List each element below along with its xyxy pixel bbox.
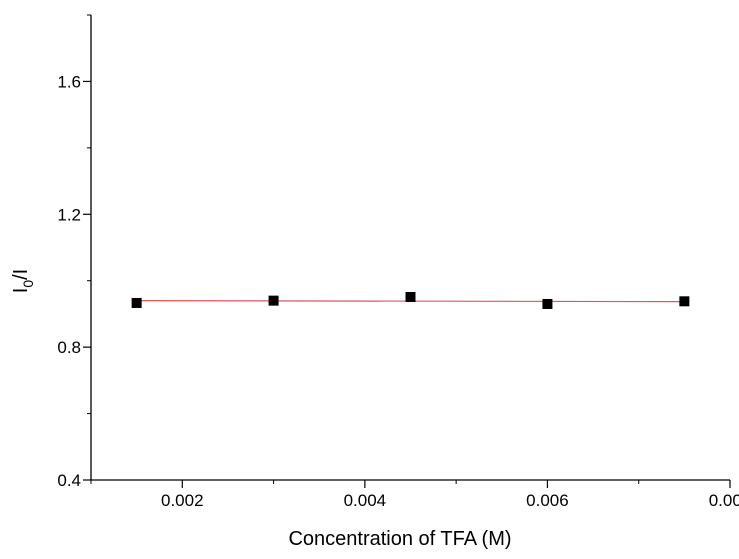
y-axis-title-subscript: 0 [20,280,36,288]
y-axis-title: I0/I [10,269,36,293]
x-axis-title: Concentration of TFA (M) [288,528,511,550]
y-axis-title-suffix: /I [10,269,32,280]
points-layer [131,291,690,309]
x-tick-label: 0.008 [709,491,739,510]
data-point [131,297,142,308]
y-tick-label: 0.8 [57,338,81,357]
y-tick-label: 0.4 [57,471,81,490]
data-point [542,298,553,309]
y-tick-label: 1.2 [57,205,81,224]
data-point [405,291,416,302]
y-tick-label: 1.6 [57,72,81,91]
x-tick-label: 0.002 [161,491,204,510]
axes: 0.002 0.004 0.006 0.008 0.4 0.8 1.2 1.6 [57,14,739,510]
y-axis-title-main: I [10,288,32,294]
data-point [679,296,690,307]
x-tick-label: 0.006 [526,491,569,510]
x-tick-label: 0.004 [344,491,387,510]
data-point [268,295,279,306]
